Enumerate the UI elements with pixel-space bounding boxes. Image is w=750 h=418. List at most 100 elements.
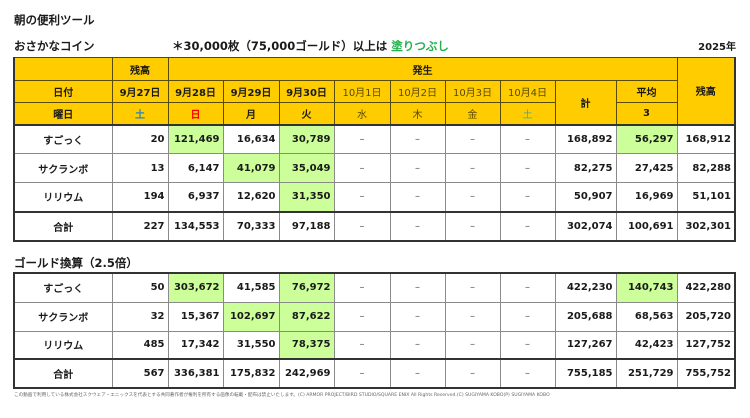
start-balance: 567 — [111, 358, 169, 389]
balance-value: 127,752 — [676, 330, 736, 360]
balance-value: 51,101 — [676, 182, 736, 212]
day-value: – — [499, 358, 556, 389]
day-value: – — [333, 153, 391, 183]
day-value: 97,188 — [278, 210, 335, 242]
day-value: 87,622 — [278, 301, 335, 332]
table-row-total: 合計 567 336,381 175,832 242,969 – – – – 7… — [13, 358, 736, 389]
day-value: 242,969 — [278, 358, 335, 389]
header-row-groups: 残高 発生 残高 — [13, 57, 736, 125]
average-value: 27,425 — [615, 153, 678, 183]
day-value: – — [444, 301, 501, 332]
copyright-notice: この動画で利用している株式会社スクウェア・エニックスを代表とする共同著作者が権利… — [14, 393, 550, 398]
header-row-dates: 日付 9月27日 9月28日 9月29日 9月30日 10月1日 10月2日 1… — [13, 80, 735, 125]
day-value: 134,553 — [167, 210, 224, 242]
balance-value: 168,912 — [676, 123, 736, 154]
day-value: – — [499, 301, 556, 332]
table-row: すごっく 20 121,469 16,634 30,789 – – – – 16… — [13, 123, 736, 154]
day-value: – — [389, 330, 446, 360]
day-value: 175,832 — [222, 358, 280, 389]
day-value: – — [499, 153, 556, 183]
date-cell: 10月2日 — [389, 80, 446, 103]
table-row: リリウム 485 17,342 31,550 78,375 – – – – 12… — [13, 330, 736, 360]
threshold-note: ＊30,000枚（75,000ゴールド）以上は 塗りつぶし — [172, 38, 449, 54]
total-value: 127,267 — [554, 330, 617, 360]
coin-table: 残高 発生 残高 日付 9月27日 9月28日 9月29日 9月30日 10月1… — [13, 57, 736, 242]
start-balance: 13 — [111, 153, 169, 183]
total-value: 422,230 — [554, 272, 617, 303]
day-value: 31,550 — [222, 330, 280, 360]
table-row: サクランボ 13 6,147 41,079 35,049 – – – – 82,… — [13, 153, 736, 183]
day-value: 41,079 — [222, 153, 280, 183]
start-balance: 227 — [111, 210, 169, 242]
day-value: – — [499, 210, 556, 242]
page-title: 朝の便利ツール — [14, 13, 95, 27]
balance-value: 205,720 — [676, 301, 736, 332]
day-value: – — [444, 123, 501, 154]
start-balance: 20 — [111, 123, 169, 154]
start-balance: 32 — [111, 301, 169, 332]
row-name: リリウム — [13, 330, 113, 360]
threshold-note-highlight: 塗りつぶし — [391, 39, 449, 53]
day-value: – — [333, 330, 391, 360]
day-value: 12,620 — [222, 182, 280, 212]
label-weekday: 曜日 — [13, 102, 113, 125]
day-value: 16,634 — [222, 123, 280, 154]
day-value: 70,333 — [222, 210, 280, 242]
weekday-cell: 木 — [389, 102, 446, 125]
day-value: – — [389, 210, 446, 242]
header-occurrence: 発生 — [167, 57, 678, 81]
table-row: サクランボ 32 15,367 102,697 87,622 – – – – 2… — [13, 301, 736, 332]
date-cell: 9月30日 — [278, 80, 335, 103]
gold-section-title: ゴールド換算（2.5倍） — [14, 256, 138, 270]
header-start-balance: 残高 — [111, 57, 169, 81]
date-cell: 10月1日 — [333, 80, 391, 103]
date-cell: 10月3日 — [444, 80, 501, 103]
coin-label: おさかなコイン — [14, 39, 95, 53]
average-value: 140,743 — [615, 272, 678, 303]
date-cell: 9月28日 — [167, 80, 224, 103]
day-value: – — [389, 301, 446, 332]
row-name: リリウム — [13, 182, 113, 212]
average-value: 68,563 — [615, 301, 678, 332]
day-value: 6,937 — [167, 182, 224, 212]
header-end-balance: 残高 — [676, 57, 736, 125]
day-value: – — [499, 123, 556, 154]
average-value: 16,969 — [615, 182, 678, 212]
total-value: 302,074 — [554, 210, 617, 242]
day-value: – — [389, 358, 446, 389]
day-value: – — [444, 358, 501, 389]
weekday-cell: 火 — [278, 102, 335, 125]
date-cell: 9月27日 — [111, 80, 169, 103]
day-value: 76,972 — [278, 272, 335, 303]
row-name: すごっく — [13, 123, 113, 154]
average-days: 3 — [615, 102, 678, 125]
average-value: 56,297 — [615, 123, 678, 154]
weekday-cell: 日 — [167, 102, 224, 125]
threshold-note-text: ＊30,000枚（75,000ゴールド）以上は — [172, 39, 388, 53]
table-row: リリウム 194 6,937 12,620 31,350 – – – – 50,… — [13, 182, 736, 212]
day-value: 102,697 — [222, 301, 280, 332]
balance-value: 82,288 — [676, 153, 736, 183]
day-value: 17,342 — [167, 330, 224, 360]
total-value: 168,892 — [554, 123, 617, 154]
day-value: 35,049 — [278, 153, 335, 183]
weekday-cell: 水 — [333, 102, 391, 125]
header-row-weekdays: 曜日 土 日 月 火 水 木 金 土 3 — [13, 102, 735, 125]
start-balance: 485 — [111, 330, 169, 360]
average-value: 100,691 — [615, 210, 678, 242]
header-average: 平均 — [615, 80, 678, 103]
day-value: – — [389, 272, 446, 303]
table-row: すごっく 50 303,672 41,585 76,972 – – – – 42… — [13, 272, 736, 303]
gold-table: すごっく 50 303,672 41,585 76,972 – – – – 42… — [13, 272, 736, 389]
day-value: – — [389, 123, 446, 154]
day-value: – — [333, 210, 391, 242]
day-value: – — [389, 182, 446, 212]
row-name: すごっく — [13, 272, 113, 303]
table-row-total: 合計 227 134,553 70,333 97,188 – – – – 302… — [13, 210, 736, 242]
day-value: 6,147 — [167, 153, 224, 183]
day-value: – — [333, 182, 391, 212]
day-value: 121,469 — [167, 123, 224, 154]
day-value: – — [444, 153, 501, 183]
weekday-cell: 月 — [222, 102, 280, 125]
balance-value: 422,280 — [676, 272, 736, 303]
